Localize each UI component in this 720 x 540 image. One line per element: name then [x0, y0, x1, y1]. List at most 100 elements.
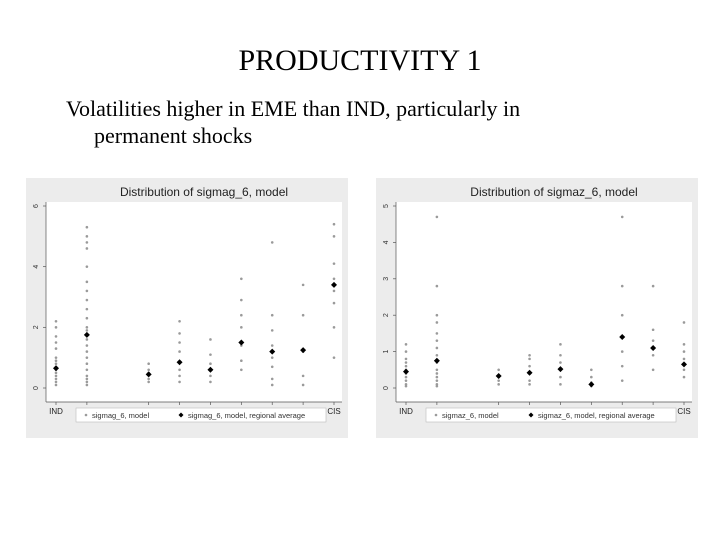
point-eme [435, 346, 439, 350]
chart-title: Distribution of sigmaz_6, model [470, 185, 637, 199]
point-de [559, 361, 562, 364]
point-eu [178, 374, 181, 378]
point-ind [404, 357, 408, 361]
point-cis [332, 277, 336, 281]
point-g7 [147, 368, 150, 372]
point-eu [528, 379, 531, 383]
point-ce [240, 298, 243, 302]
point-la [620, 215, 624, 219]
point-ind [404, 384, 408, 388]
point-eme [85, 225, 89, 229]
point-eme [85, 356, 89, 359]
point-eme [85, 383, 89, 387]
point-cis [332, 235, 336, 238]
point-eu [528, 353, 531, 357]
point-eme [85, 307, 89, 311]
y-tick-label: 5 [383, 204, 390, 208]
y-tick-label: 2 [383, 313, 390, 317]
point-ind [404, 343, 408, 346]
x-tick-label-cis: CIS [677, 407, 690, 416]
point-eme [85, 377, 89, 381]
point-eme [435, 321, 439, 324]
point-eme [85, 350, 89, 353]
point-eme [435, 353, 439, 357]
y-tick-label: 2 [33, 325, 40, 329]
point-la [270, 377, 274, 381]
point-em2 [301, 283, 305, 287]
point-ce [240, 368, 243, 372]
point-eu [178, 332, 181, 335]
point-ce [240, 313, 243, 317]
point-eme [435, 375, 439, 379]
point-eme [85, 374, 89, 378]
bullet-line-1: Volatilities higher in EME than IND, par… [66, 96, 521, 121]
point-g7 [147, 362, 150, 366]
average-marker-cis [681, 361, 687, 368]
point-cis [682, 321, 686, 324]
point-em2 [651, 328, 655, 332]
point-la [270, 313, 274, 317]
x-tick-label-ind: IND [49, 407, 63, 416]
average-marker-cis [331, 281, 337, 288]
point-la [620, 364, 624, 368]
point-em2 [651, 339, 655, 342]
point-cis [682, 368, 686, 372]
point-em2 [651, 284, 655, 288]
y-tick-label: 6 [33, 204, 40, 208]
point-em2 [651, 353, 655, 357]
legend-marker-diamond [528, 412, 534, 418]
average-marker-eu [526, 369, 533, 376]
point-la [270, 383, 274, 387]
point-cis [682, 375, 686, 379]
point-de [559, 375, 562, 379]
slide-title: PRODUCTIVITY 1 [238, 44, 482, 77]
point-ce [240, 359, 243, 362]
legend-marker-diamond [178, 412, 184, 418]
average-marker-la [269, 348, 276, 355]
point-ind [54, 383, 58, 387]
legend-box [75, 407, 327, 423]
point-cis [682, 357, 686, 361]
point-eme [435, 339, 439, 342]
point-eme [85, 235, 89, 238]
point-ind [54, 341, 58, 344]
point-em2 [651, 368, 655, 372]
point-g7 [497, 368, 500, 372]
point-la [270, 241, 274, 244]
average-marker-la [619, 334, 626, 341]
average-marker-ind [53, 365, 59, 372]
average-marker-eme [83, 331, 90, 338]
point-ce [240, 277, 243, 281]
point-eme [435, 215, 439, 219]
chart-sigmaz: Distribution of sigmaz_6, model 0 1 2 3 4 5 IND… [383, 185, 692, 423]
legend-box [425, 407, 677, 423]
point-ce [590, 375, 593, 379]
point-eme [85, 329, 89, 332]
legend-label-series-2: sigmaz_6, model, regional average [538, 411, 655, 420]
y-tick-label: 1 [383, 350, 390, 354]
chart-title: Distribution of sigmag_6, model [120, 185, 288, 199]
point-ce [590, 368, 593, 372]
point-de [559, 353, 562, 357]
point-ind [54, 374, 58, 378]
point-ind [54, 380, 58, 384]
point-em2 [301, 313, 305, 317]
chart-panel-sigmag: Distribution of sigmag_6, model0246INDEM… [26, 178, 348, 438]
point-cis [332, 262, 336, 265]
plot-area [46, 202, 342, 402]
point-g7 [147, 377, 150, 381]
point-eu [528, 364, 531, 368]
point-eme [435, 313, 439, 317]
point-de [559, 343, 562, 346]
point-de [209, 353, 212, 356]
point-eme [85, 368, 89, 372]
point-eme [85, 289, 89, 293]
average-marker-de [207, 366, 214, 373]
point-ind [404, 361, 408, 364]
point-g7 [497, 379, 500, 383]
point-ind [404, 350, 408, 353]
point-g7 [147, 380, 150, 384]
legend-marker-dot [434, 413, 438, 417]
average-marker-eme [433, 357, 440, 364]
point-ind [54, 335, 58, 338]
